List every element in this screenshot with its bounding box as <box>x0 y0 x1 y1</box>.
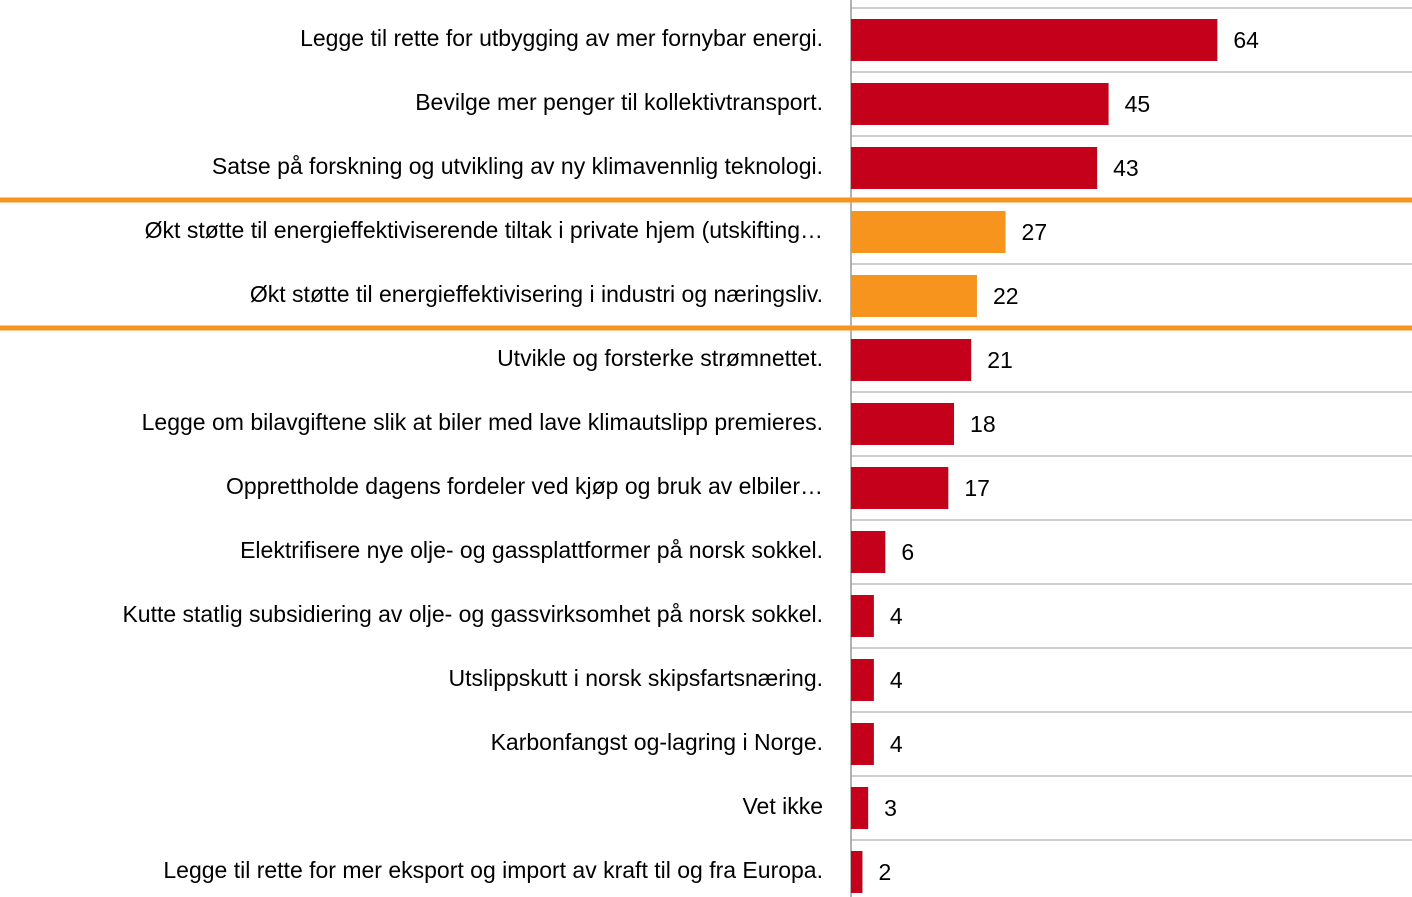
category-label: Vet ikke <box>742 793 823 819</box>
bar <box>851 787 869 829</box>
bar <box>851 339 972 381</box>
category-label: Økt støtte til energieffektivisering i i… <box>250 281 823 307</box>
bar <box>851 83 1109 125</box>
value-label: 21 <box>987 347 1013 373</box>
value-label: 17 <box>964 475 990 501</box>
value-label: 45 <box>1125 91 1151 117</box>
value-label: 2 <box>878 859 891 885</box>
bar <box>851 531 886 573</box>
bar <box>851 467 949 509</box>
category-label: Satse på forskning og utvikling av ny kl… <box>212 153 823 179</box>
category-label: Kutte statlig subsidiering av olje- og g… <box>122 601 823 627</box>
category-label: Legge til rette for mer eksport og impor… <box>163 857 823 883</box>
bar <box>851 851 863 893</box>
value-label: 64 <box>1233 27 1259 53</box>
bar <box>851 595 874 637</box>
category-label: Elektrifisere nye olje- og gassplattform… <box>240 537 823 563</box>
category-label: Økt støtte til energieffektiviserende ti… <box>145 217 823 243</box>
value-label: 27 <box>1022 219 1048 245</box>
category-label: Utslippskutt i norsk skipsfartsnæring. <box>448 665 823 691</box>
category-label: Legge om bilavgiftene slik at biler med … <box>142 409 823 435</box>
bar <box>851 19 1218 61</box>
category-label: Opprettholde dagens fordeler ved kjøp og… <box>226 473 823 499</box>
category-label: Utvikle og forsterke strømnettet. <box>497 345 823 371</box>
category-label: Bevilge mer penger til kollektivtranspor… <box>415 89 823 115</box>
value-label: 4 <box>890 667 903 693</box>
bar <box>851 723 874 765</box>
value-label: 18 <box>970 411 996 437</box>
bar <box>851 659 874 701</box>
bar <box>851 211 1006 253</box>
bar <box>851 275 977 317</box>
value-label: 43 <box>1113 155 1139 181</box>
value-label: 22 <box>993 283 1019 309</box>
bar <box>851 147 1098 189</box>
value-label: 4 <box>890 731 903 757</box>
category-label: Legge til rette for utbygging av mer for… <box>300 25 823 51</box>
value-label: 4 <box>890 603 903 629</box>
bar <box>851 403 955 445</box>
value-label: 6 <box>901 539 914 565</box>
category-label: Karbonfangst og-lagring i Norge. <box>491 729 823 755</box>
value-label: 3 <box>884 795 897 821</box>
